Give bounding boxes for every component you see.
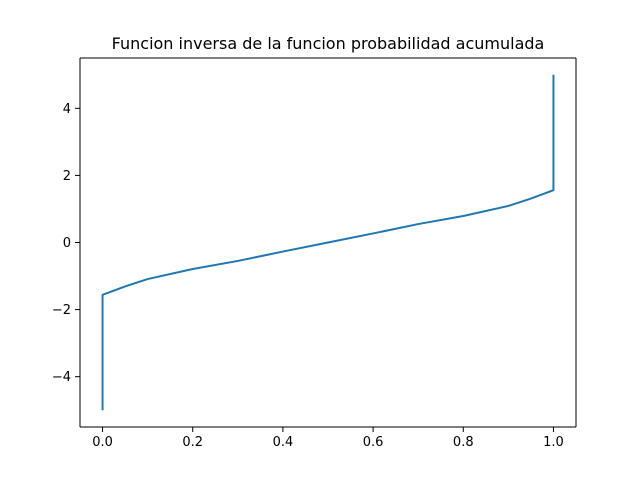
y-tick-label: 4 xyxy=(63,102,71,117)
chart-title: Funcion inversa de la funcion probabilid… xyxy=(112,34,545,53)
x-tick-label: 0.8 xyxy=(453,435,474,450)
series-line-0 xyxy=(101,74,555,411)
y-tick-label: 0 xyxy=(63,236,71,251)
x-tick-label: 1.0 xyxy=(543,435,564,450)
y-tick-label: 2 xyxy=(63,169,71,184)
y-axis: −4 −2 0 2 4 xyxy=(52,102,80,385)
x-tick-label: 0.2 xyxy=(182,435,203,450)
x-tick-label: 0.6 xyxy=(363,435,384,450)
plot-area xyxy=(79,57,577,428)
x-tick-label: 0.4 xyxy=(273,435,294,450)
x-tick-label: 0.0 xyxy=(92,435,113,450)
x-axis: 0.0 0.2 0.4 0.6 0.8 1.0 xyxy=(92,427,564,450)
y-tick-label: −2 xyxy=(52,303,71,318)
y-tick-label: −4 xyxy=(52,370,71,385)
